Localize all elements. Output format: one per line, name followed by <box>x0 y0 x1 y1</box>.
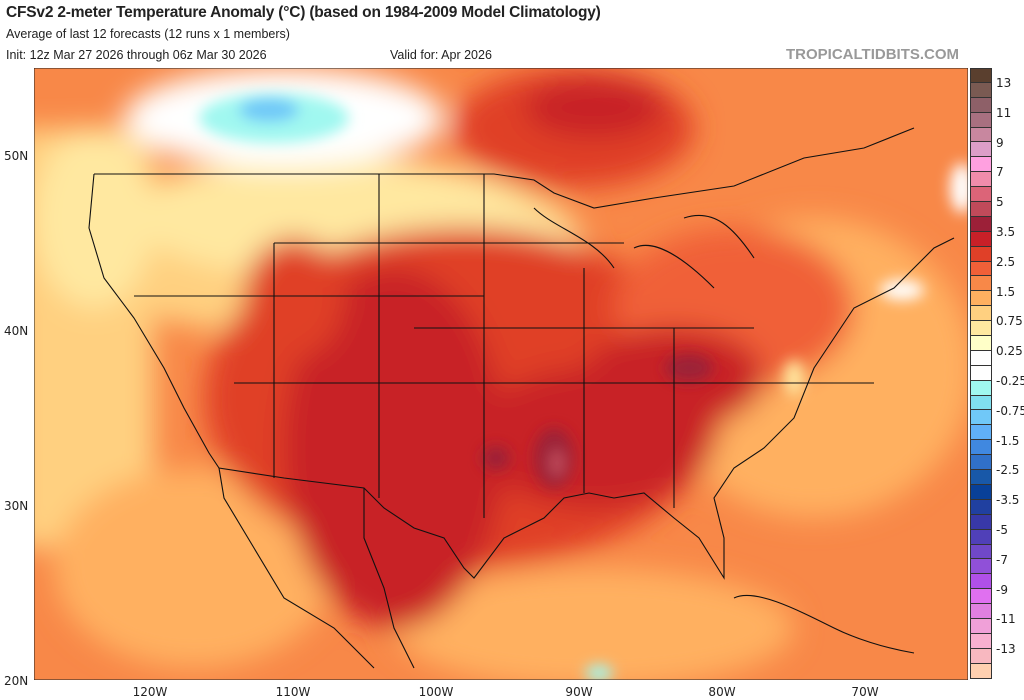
colorbar-cell <box>970 261 992 277</box>
colorbar-cell <box>970 648 992 664</box>
colorbar-label: -2.5 <box>996 463 1020 478</box>
colorbar-label: -9 <box>996 582 1008 597</box>
colorbar-cell <box>970 618 992 634</box>
colorbar-label: 2.5 <box>996 254 1016 269</box>
colorbar-cell <box>970 499 992 515</box>
colorbar-cell <box>970 484 992 500</box>
colorbar-cell <box>970 216 992 232</box>
colorbar-label: -0.75 <box>996 403 1024 418</box>
lon-label: 110W <box>275 685 311 699</box>
init-time: Init: 12z Mar 27 2026 through 06z Mar 30… <box>6 48 267 62</box>
colorbar-cell <box>970 97 992 113</box>
colorbar <box>970 68 992 679</box>
boundaries <box>88 127 955 669</box>
colorbar-cell <box>970 231 992 247</box>
lon-label: 120W <box>132 685 168 699</box>
lon-label: 70W <box>851 685 879 699</box>
lat-label: 20N <box>4 674 29 688</box>
lon-label: 80W <box>708 685 736 699</box>
colorbar-label: -3.5 <box>996 493 1020 508</box>
colorbar-label: -5 <box>996 522 1008 537</box>
lon-label: 100W <box>418 685 454 699</box>
colorbar-cell <box>970 410 992 426</box>
lat-label: 30N <box>4 499 29 513</box>
colorbar-cell <box>970 291 992 307</box>
lat-label: 50N <box>4 149 29 163</box>
colorbar-cell <box>970 425 992 441</box>
colorbar-cell <box>970 663 992 679</box>
colorbar-cell <box>970 633 992 649</box>
colorbar-label: 0.75 <box>996 314 1023 329</box>
colorbar-label: 7 <box>996 165 1004 180</box>
colorbar-label: -11 <box>996 612 1016 627</box>
colorbar-label: 1.5 <box>996 284 1016 299</box>
colorbar-cell <box>970 321 992 337</box>
colorbar-label: -13 <box>996 642 1016 657</box>
colorbar-cell <box>970 306 992 322</box>
colorbar-label: -1.5 <box>996 433 1020 448</box>
colorbar-cell <box>970 574 992 590</box>
lon-label: 90W <box>565 685 593 699</box>
colorbar-cell <box>970 395 992 411</box>
colorbar-cell <box>970 604 992 619</box>
colorbar-cell <box>970 529 992 545</box>
colorbar-label: -7 <box>996 552 1008 567</box>
colorbar-cell <box>970 68 992 83</box>
colorbar-cell <box>970 276 992 292</box>
colorbar-cell <box>970 202 992 217</box>
colorbar-cell <box>970 246 992 262</box>
colorbar-label: -0.25 <box>996 373 1024 388</box>
colorbar-cell <box>970 365 992 381</box>
colorbar-cell <box>970 336 992 351</box>
colorbar-label: 11 <box>996 105 1012 120</box>
colorbar-label: 5 <box>996 195 1004 210</box>
colorbar-label: 13 <box>996 75 1012 90</box>
colorbar-cell <box>970 559 992 575</box>
colorbar-cell <box>970 112 992 128</box>
colorbar-cell <box>970 589 992 605</box>
map-title: CFSv2 2-meter Temperature Anomaly (°C) (… <box>6 4 601 21</box>
anomaly-field <box>34 68 968 680</box>
colorbar-cell <box>970 127 992 143</box>
colorbar-cell <box>970 172 992 188</box>
colorbar-cell <box>970 350 992 366</box>
colorbar-label: 9 <box>996 135 1004 150</box>
lat-label: 40N <box>4 324 29 338</box>
colorbar-cell <box>970 380 992 396</box>
colorbar-cell <box>970 514 992 530</box>
colorbar-cell <box>970 544 992 560</box>
colorbar-label: 0.25 <box>996 344 1023 359</box>
brand-watermark: TROPICALTIDBITS.COM <box>786 46 960 63</box>
colorbar-cell <box>970 82 992 98</box>
colorbar-cell <box>970 157 992 173</box>
colorbar-cell <box>970 455 992 471</box>
colorbar-cell <box>970 440 992 456</box>
colorbar-cell <box>970 470 992 485</box>
map-subtitle: Average of last 12 forecasts (12 runs x … <box>6 27 290 41</box>
colorbar-cell <box>970 187 992 203</box>
valid-time: Valid for: Apr 2026 <box>390 48 492 62</box>
colorbar-cell <box>970 142 992 158</box>
anomaly-map <box>34 68 968 680</box>
colorbar-label: 3.5 <box>996 224 1016 239</box>
